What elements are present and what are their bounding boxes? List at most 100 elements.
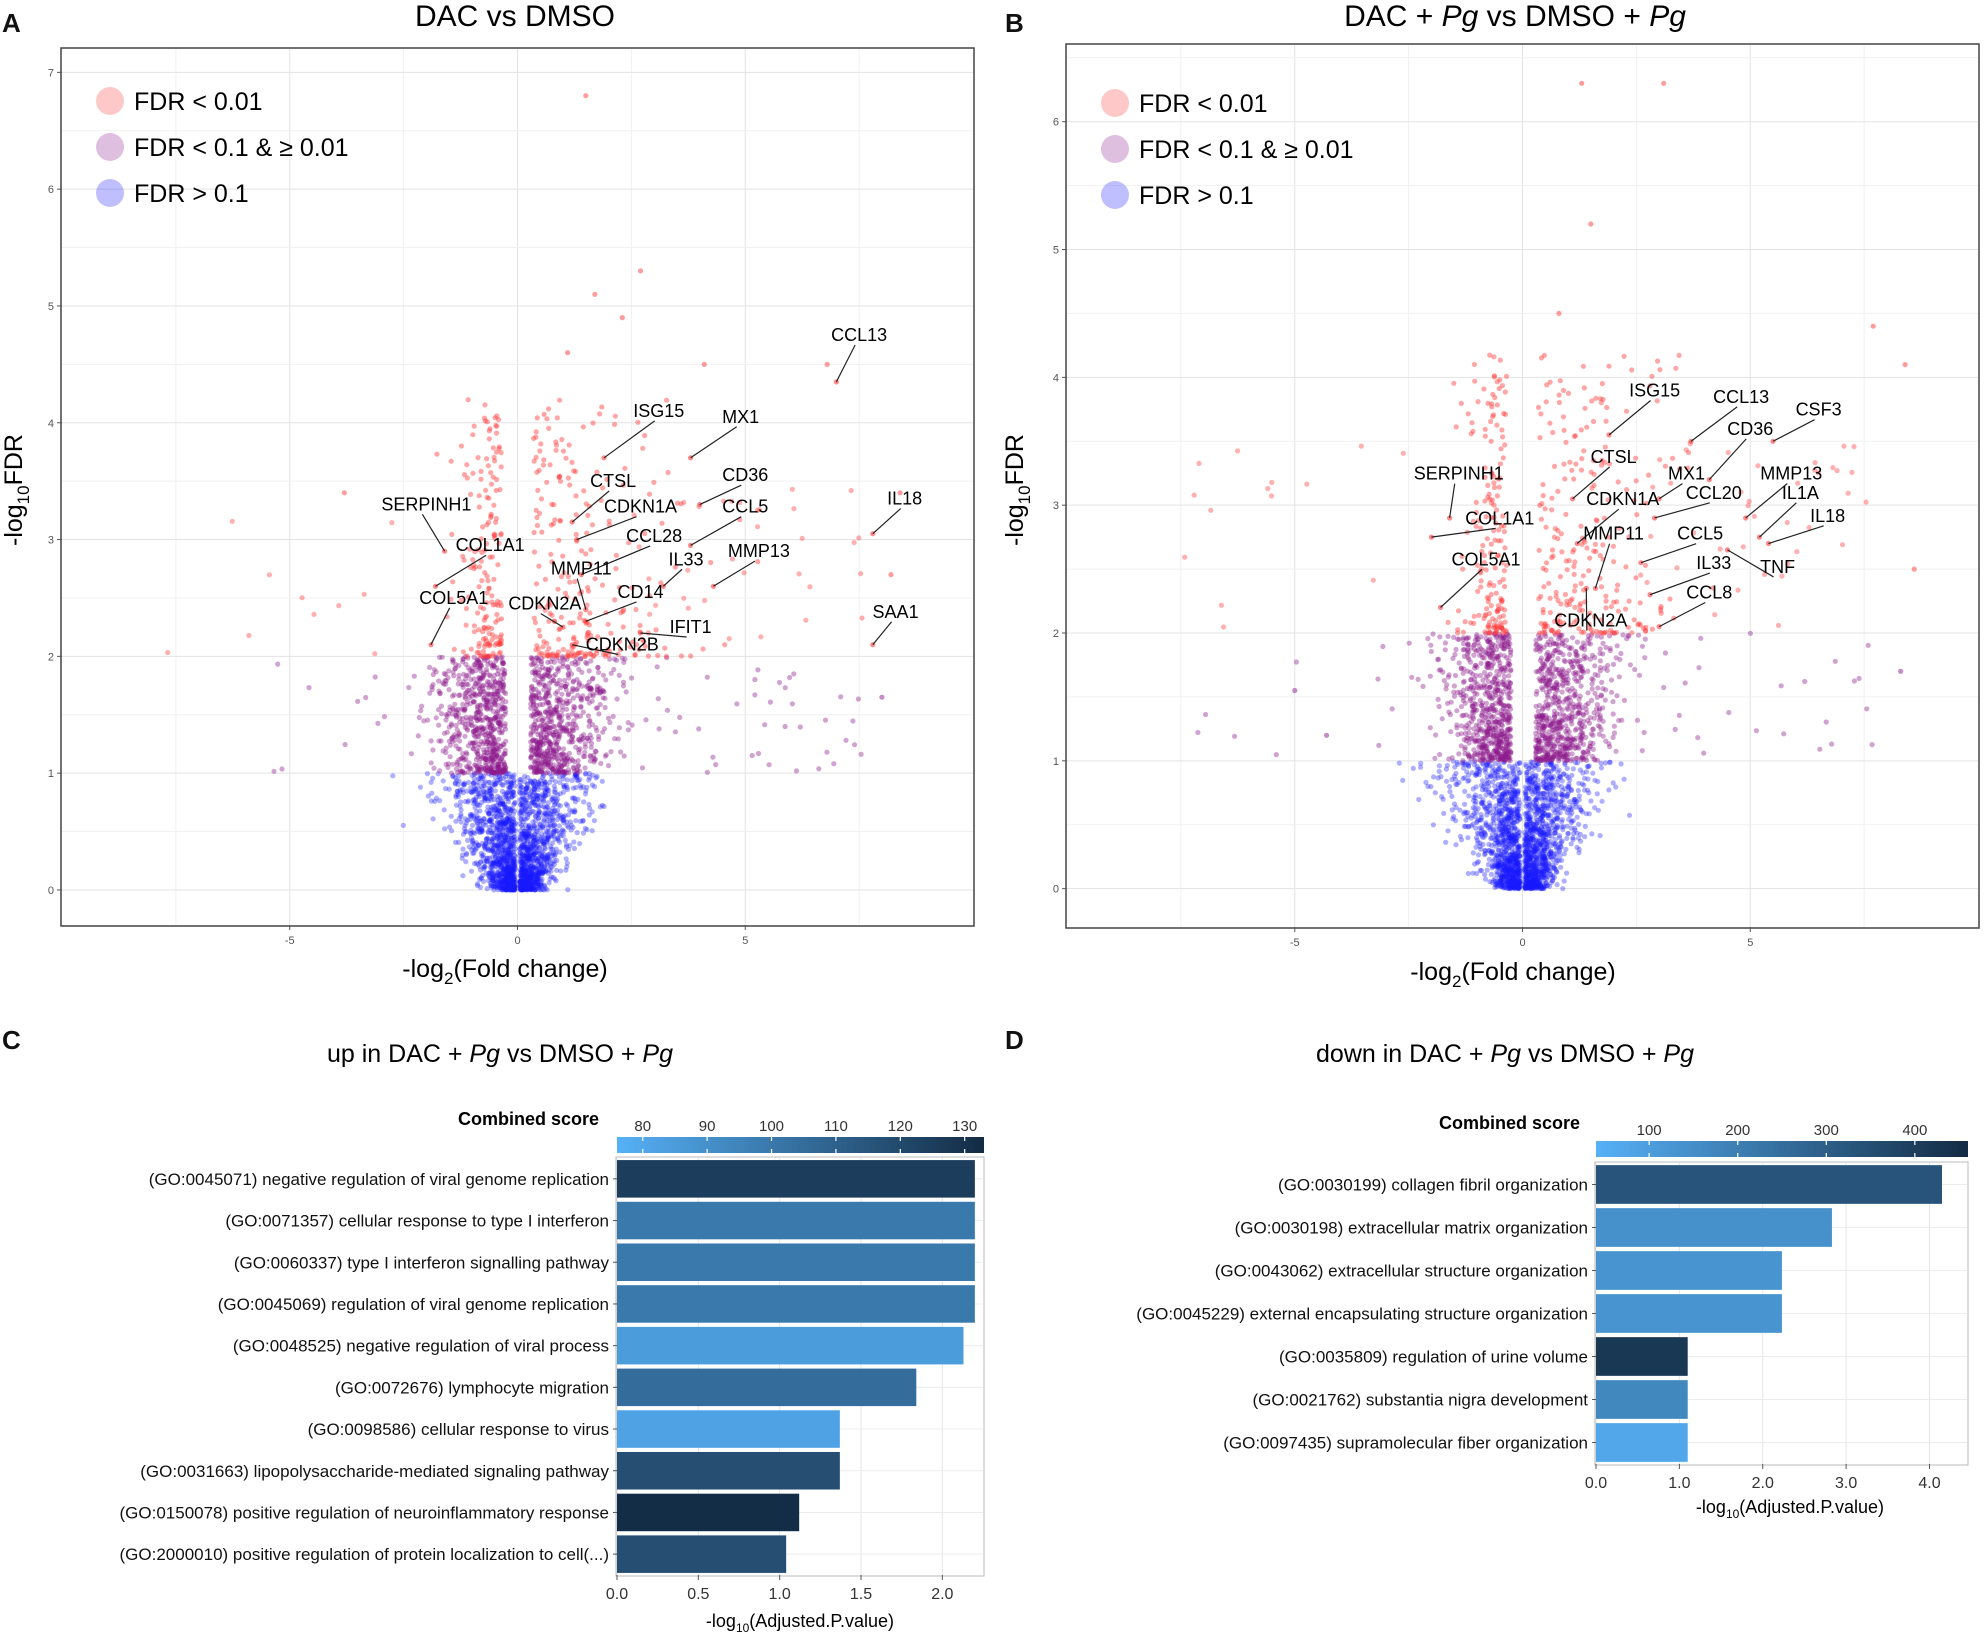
gene-point [488,848,494,854]
gene-point [581,488,587,494]
gene-label: CDKN1A [604,497,677,517]
gene-point [528,860,534,866]
gene-point [642,432,648,439]
gene-point [590,420,596,426]
gene-point [565,712,571,718]
gene-point [553,878,559,884]
gene-point [803,617,809,623]
gene-point [1428,784,1434,790]
gene-point [522,886,528,893]
gene-point [531,809,537,815]
gene-point [505,884,512,891]
gene-point [498,464,504,470]
gene-label: MX1 [722,407,759,427]
gene-point [501,824,507,830]
gene-point [546,791,552,798]
panel-letter-c: C [2,1025,21,1055]
gene-point [538,826,544,832]
gene-point [1453,818,1459,824]
gene-point [492,879,498,885]
gene-point [467,691,473,697]
gene-point [428,760,434,766]
gene-point [545,855,551,861]
gene-point [843,737,849,743]
gene-point [540,835,546,841]
gene-point [552,517,558,523]
gene-point [530,887,536,893]
gene-point [587,805,593,811]
gene-point [518,869,524,875]
gene-point [499,883,505,889]
gene-point [444,729,450,735]
gene-point [498,881,504,888]
gene-point [527,805,533,811]
gene-point [476,786,482,792]
gene-point [505,850,511,857]
gene-point [452,737,458,743]
gene-point [541,687,547,693]
gene-point [518,885,524,891]
gene-point [506,868,512,874]
gene-point [534,874,541,880]
gene-point [522,797,529,804]
gene-point [556,665,562,671]
gene-point [509,824,515,830]
gene-point [561,677,568,684]
gene-point [484,796,490,802]
gene-point [528,662,534,668]
gene-point [538,861,545,867]
gene-point [487,683,493,689]
gene-point [509,885,515,892]
gene-point [451,646,457,652]
gene-point [543,788,549,795]
gene-point [599,778,605,784]
gene-point [271,768,277,774]
gene-point [525,875,531,881]
gene-point [542,695,549,701]
gene-point [541,798,547,805]
gene-point [481,816,487,822]
gene-point [478,476,484,482]
gene-point [539,796,545,802]
gene-point [530,856,536,862]
gene-point [782,723,788,730]
gene-point [528,875,534,881]
gene-point [587,774,593,781]
gene-point [474,801,480,807]
gene-point [502,835,508,841]
gene-point [510,884,516,890]
gene-point [428,738,434,744]
gene-point [336,603,342,609]
gene-point [499,812,505,818]
gene-point [511,821,517,828]
gene-point [519,878,526,884]
gene-point [1618,761,1624,767]
gene-point [496,688,502,694]
gene-point [538,836,545,843]
gene-point [509,819,515,825]
gene-point [506,885,512,892]
gene-point [494,413,500,419]
gene-point [524,887,531,893]
gene-point [450,761,456,767]
gene-label: CCL5 [722,497,768,517]
gene-point [557,397,563,403]
gene-point [536,563,542,569]
gene-point [523,785,530,791]
gene-point [586,668,592,674]
gene-point [552,851,558,858]
gene-point [499,849,505,856]
gene-point [490,602,496,608]
gene-point [494,793,501,800]
gene-point [552,786,558,792]
gene-point [498,832,504,838]
gene-point [539,871,546,877]
gene-point [490,708,496,714]
gene-point [461,706,467,712]
gene-point [509,881,515,887]
gene-point [538,822,544,828]
gene-point [563,770,570,776]
gene-point [528,789,534,795]
gene-point [494,430,500,436]
gene-point [525,875,531,881]
